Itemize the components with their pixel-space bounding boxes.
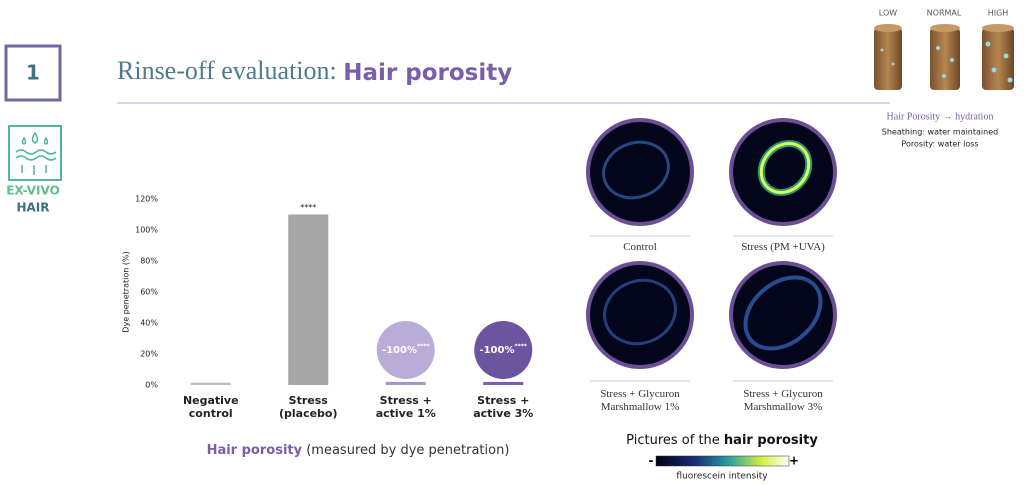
slide-number: 1	[26, 61, 40, 85]
title: Rinse-off evaluation: Hair porosity	[117, 56, 512, 86]
icon-drops	[15, 131, 57, 175]
bar-chart: Dye penetration (%) 0% 20% 40% 60% 80% 100% 12…	[122, 195, 533, 390]
number-box	[4, 44, 62, 102]
x-tick-label: Stress + active 1%	[375, 394, 436, 420]
reduction-value: -100%	[382, 345, 417, 356]
reduction-significance: ****	[514, 343, 527, 350]
significance-label: ****	[300, 203, 316, 212]
ex-vivo-icon	[8, 125, 62, 181]
scale-low: -	[649, 454, 654, 468]
reduction-value: -100%	[479, 345, 514, 356]
caption-rest: (measured by dye penetration)	[302, 443, 509, 458]
y-tick-label: 60%	[140, 288, 158, 297]
y-tick-label: 20%	[140, 350, 158, 359]
reduction-significance: ****	[417, 343, 430, 350]
bar	[190, 382, 231, 385]
reduction-label: -100%****	[479, 343, 527, 357]
reduction-label: -100%****	[382, 343, 430, 357]
title-plain: Rinse-off evaluation:	[117, 56, 343, 85]
x-tick-label: Stress (placebo)	[278, 394, 338, 420]
picture-caption: Stress + Glycuron Marshmallow 3%	[743, 388, 823, 413]
picture-caption: Stress + Glycuron Marshmallow 1%	[600, 388, 680, 413]
bar	[483, 381, 524, 385]
y-tick-label: 80%	[140, 257, 158, 266]
heading-plain: Pictures of the	[626, 433, 724, 448]
y-tick-label: 0%	[145, 381, 158, 390]
y-axis-label: Dye penetration (%)	[122, 251, 131, 332]
x-tick-label: Stress + active 3%	[473, 394, 534, 420]
picture-caption: Stress (PM +UVA)	[741, 241, 825, 253]
micrographs	[586, 118, 837, 382]
legend-heading: Hair Porosity → hydration	[887, 111, 994, 122]
chart-caption: Hair porosity (measured by dye penetrati…	[207, 443, 510, 458]
pictures-heading: Pictures of the hair porosity	[626, 433, 818, 448]
picture-caption: Control	[623, 241, 657, 253]
reduction-badge	[474, 321, 533, 379]
hair-cylinders	[874, 24, 1014, 90]
side-label: EX-VIVO	[6, 184, 60, 198]
x-tick-label: Negative control	[182, 394, 239, 420]
scale-label: fluorescein intensity	[676, 472, 768, 482]
legend-note: Sheathing: water maintained	[882, 128, 998, 137]
y-tick-label: 100%	[135, 226, 158, 235]
color-bar	[655, 455, 790, 467]
scale-high: +	[789, 454, 799, 468]
title-bold: Hair porosity	[343, 60, 512, 86]
side-label: HAIR	[16, 201, 49, 215]
level-label: NORMAL	[927, 9, 962, 18]
legend-note: Porosity: water loss	[901, 140, 978, 149]
level-label: HIGH	[988, 9, 1009, 18]
caption-bold: Hair porosity	[207, 443, 303, 458]
y-tick-label: 40%	[140, 319, 158, 328]
bar	[385, 381, 426, 385]
heading-bold: hair porosity	[724, 433, 818, 448]
reduction-badge	[376, 321, 435, 379]
level-label: LOW	[879, 9, 897, 18]
y-tick-label: 120%	[135, 195, 158, 204]
bar	[288, 214, 329, 385]
